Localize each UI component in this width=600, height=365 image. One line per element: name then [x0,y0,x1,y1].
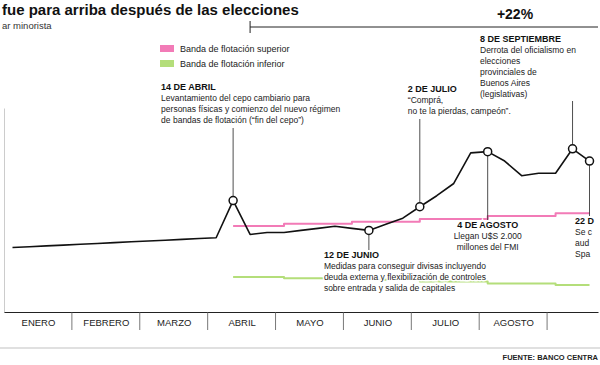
annotation-text: elecciones [480,56,520,66]
annotation-text: Levantamiento del cepo cambiario para [161,93,310,103]
leader-line [233,128,234,197]
point-marker [416,203,424,211]
point-marker [569,145,577,153]
annotation-text: Spa [575,249,590,259]
x-tick: JULIO [432,312,459,328]
point-marker [484,148,492,156]
legend-swatch [160,45,174,52]
x-tick: AGOSTO [493,312,533,328]
change-label: +22% [497,6,534,22]
source-rule [0,348,600,349]
annotation-text: Derrota del oficialismo en [480,45,576,55]
source: FUENTE: BANCO CENTRA [503,353,599,362]
legend-label: Banda de flotación superior [180,44,290,54]
legend-swatch [160,60,174,67]
point-marker [229,197,237,205]
band-line [233,213,589,226]
change-bracket [250,27,598,28]
subtitle: ar minorista [2,20,52,31]
chart-svg: fue para arriba después de las eleccione… [0,0,600,365]
annotation-date: 4 DE AGOSTO [457,220,518,230]
annotation-date: 22 D [575,216,595,226]
annotation-text: provinciales de [480,67,537,77]
x-tick-label: ENERO [22,317,56,328]
x-tick: FEBRERO [83,312,129,328]
annotation-text: aud [575,238,589,248]
change-bracket-end [250,21,251,33]
leader-line [589,165,590,216]
x-tick: MARZO [157,312,191,328]
annotation-text: Llegan U$S 2.000 [454,231,522,241]
y-axis [4,109,5,313]
month-separators [72,312,547,330]
legend: Banda de flotación superior Banda de flot… [160,44,290,69]
month-separator [275,312,276,330]
x-tick-label: JULIO [432,317,459,328]
point-marker [586,157,594,165]
x-tick: JUNIO [364,312,393,328]
legend-label: Banda de flotación inferior [180,59,285,69]
leader-line [572,101,573,145]
annotations: 14 DE ABRILLevantamiento del cepo cambia… [161,34,594,293]
month-separator [207,312,208,330]
month-separator [343,312,344,330]
leader-line [419,119,420,203]
month-separator [411,312,412,330]
x-tick-label: FEBRERO [83,317,129,328]
annotation-date: 14 DE ABRIL [161,82,216,92]
annotation-date: 8 DE SEPTIEMBRE [480,34,561,44]
annotation-text: millones del FMI [457,242,519,252]
annotation-date: 12 DE JUNIO [324,250,379,260]
month-separator [139,312,140,330]
month-separator [71,312,72,330]
annotation-text: (legislativas) [480,89,527,99]
point-marker [365,226,373,234]
annotation-text: “Comprá, [408,95,443,105]
annotation-text: deuda externa y flexibilización de contr… [324,272,486,282]
annotation-date: 2 DE JULIO [408,84,457,94]
plot-area [12,145,593,285]
annotation-text: Medidas para conseguir divisas incluyend… [324,261,486,271]
month-separator [479,312,480,330]
x-axis: ENERO FEBRERO MARZO ABRIL MAYO JUNIO JULIO AGOS… [5,312,599,328]
x-tick-label: MAYO [296,317,323,328]
y-axis-line [4,109,5,313]
annotation-text: Buenos Aires [480,78,530,88]
x-tick-label: ABRIL [228,317,255,328]
annotation-text: personas físicas y comienzo del nuevo ré… [161,104,340,114]
title: fue para arriba después de las eleccione… [2,1,299,18]
annotation-text: sobre entrada y salida de capitales [324,283,455,293]
annotation-text: Se c [575,227,593,237]
x-tick: ABRIL [228,312,255,328]
annotation-text: no te la pierdas, campeón”. [408,106,511,116]
leader-line [368,234,369,250]
x-tick-label: MARZO [157,317,191,328]
x-tick: ENERO [22,312,56,328]
month-separator [547,312,548,330]
x-tick-label: AGOSTO [493,317,533,328]
main-line [12,149,589,248]
leader-line [487,156,488,220]
annotation-text: de bandas de flotación (“fin del cepo”) [161,115,304,125]
x-axis-line [5,312,599,313]
x-tick-label: JUNIO [364,317,393,328]
chart-container: fue para arriba después de las eleccione… [0,0,600,365]
x-tick: MAYO [296,312,323,328]
